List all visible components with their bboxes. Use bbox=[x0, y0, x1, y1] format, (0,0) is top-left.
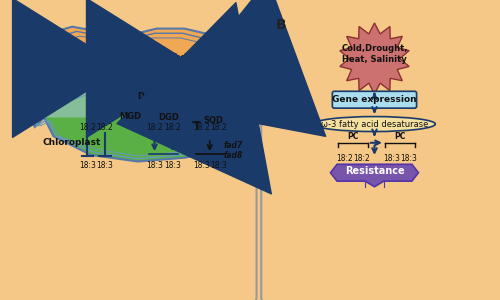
Text: 18:1: 18:1 bbox=[50, 79, 68, 88]
Text: A: A bbox=[33, 18, 43, 32]
Text: Resistance: Resistance bbox=[344, 166, 405, 176]
Text: PC: PC bbox=[62, 57, 73, 66]
Text: fad7
fad8: fad7 fad8 bbox=[224, 141, 243, 160]
Text: 18:2: 18:2 bbox=[164, 122, 180, 131]
Text: ω-3 fatty acid desaturase: ω-3 fatty acid desaturase bbox=[321, 120, 428, 129]
Text: 18:2: 18:2 bbox=[131, 116, 148, 124]
Text: 18:3: 18:3 bbox=[78, 161, 96, 170]
Text: 18:3: 18:3 bbox=[164, 161, 181, 170]
Polygon shape bbox=[330, 164, 418, 187]
FancyBboxPatch shape bbox=[261, 16, 487, 300]
Text: fad2: fad2 bbox=[96, 53, 118, 62]
Text: PC: PC bbox=[136, 57, 148, 66]
Text: 18:3: 18:3 bbox=[217, 79, 234, 88]
Text: 18:2: 18:2 bbox=[193, 122, 210, 131]
Text: 18:3: 18:3 bbox=[400, 154, 416, 163]
Text: PC: PC bbox=[212, 57, 223, 66]
Polygon shape bbox=[30, 77, 248, 118]
Text: 18:1: 18:1 bbox=[68, 79, 84, 88]
Ellipse shape bbox=[314, 117, 436, 131]
Text: 18:2: 18:2 bbox=[79, 122, 96, 131]
Text: fad3: fad3 bbox=[171, 53, 192, 62]
Text: 18:3: 18:3 bbox=[200, 79, 218, 88]
Polygon shape bbox=[26, 27, 248, 106]
Polygon shape bbox=[340, 23, 409, 94]
Text: SQD: SQD bbox=[203, 116, 223, 125]
Text: 18:3: 18:3 bbox=[383, 154, 400, 163]
FancyBboxPatch shape bbox=[13, 16, 256, 300]
Text: 18:3: 18:3 bbox=[146, 161, 163, 170]
Text: Chloroplast: Chloroplast bbox=[42, 138, 100, 147]
Text: 18:2: 18:2 bbox=[142, 79, 159, 88]
Text: Endoplasmic
Reticulum: Endoplasmic Reticulum bbox=[36, 40, 85, 59]
Text: 18:2: 18:2 bbox=[146, 122, 163, 131]
Text: DGD: DGD bbox=[158, 113, 179, 122]
Text: MGD: MGD bbox=[119, 112, 141, 121]
Text: 18:2: 18:2 bbox=[353, 154, 370, 163]
Text: PC: PC bbox=[348, 132, 358, 141]
Text: 18:3: 18:3 bbox=[193, 161, 210, 170]
Text: 18:2: 18:2 bbox=[96, 122, 114, 131]
Text: 18:2: 18:2 bbox=[336, 154, 353, 163]
Text: 18:3: 18:3 bbox=[210, 161, 226, 170]
Text: 18:2: 18:2 bbox=[126, 79, 142, 88]
Text: DAG: DAG bbox=[137, 92, 157, 101]
Text: B: B bbox=[276, 18, 287, 32]
Text: 18:2: 18:2 bbox=[210, 122, 226, 131]
Text: 18:2: 18:2 bbox=[146, 116, 163, 124]
Text: 18:3: 18:3 bbox=[96, 161, 114, 170]
Text: PC: PC bbox=[394, 132, 406, 141]
Text: Gene expression: Gene expression bbox=[332, 95, 417, 104]
Polygon shape bbox=[30, 77, 248, 161]
FancyBboxPatch shape bbox=[332, 91, 416, 108]
Text: Cold,Drought,
Heat, Salinity: Cold,Drought, Heat, Salinity bbox=[341, 44, 407, 64]
